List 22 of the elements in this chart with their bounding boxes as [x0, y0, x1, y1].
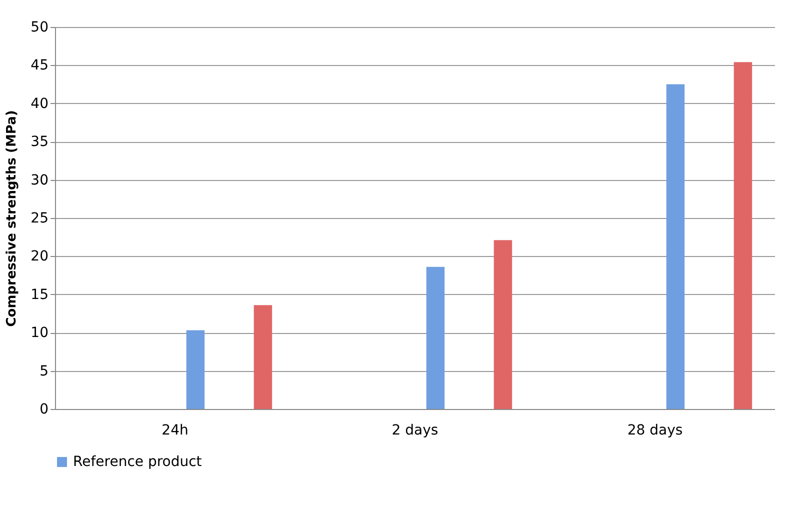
bar — [426, 266, 445, 409]
y-tick-label: 20 — [30, 248, 48, 265]
y-tick-label: 10 — [30, 325, 48, 342]
y-tick-label: 30 — [30, 172, 48, 188]
y-tick-label: 0 — [40, 402, 48, 418]
x-tick-label: 2 days — [392, 422, 438, 438]
bar — [186, 330, 205, 409]
y-axis-title: Compressive strengths (MPa) — [4, 110, 20, 327]
y-tick-label: 15 — [30, 286, 48, 303]
bar — [666, 84, 685, 409]
bar — [254, 305, 272, 409]
y-tick-label: 35 — [30, 134, 48, 150]
y-tick-label: 40 — [30, 96, 48, 112]
y-tick-label: 5 — [40, 363, 48, 380]
y-tick-label: 25 — [30, 210, 48, 226]
x-tick-label: 28 days — [627, 422, 683, 438]
y-tick-label: 50 — [30, 20, 48, 36]
bar — [734, 62, 752, 409]
legend-label: Reference product — [73, 454, 202, 470]
x-tick-label: 24h — [162, 422, 188, 438]
y-tick-label: 45 — [30, 58, 48, 74]
bar — [494, 240, 512, 409]
